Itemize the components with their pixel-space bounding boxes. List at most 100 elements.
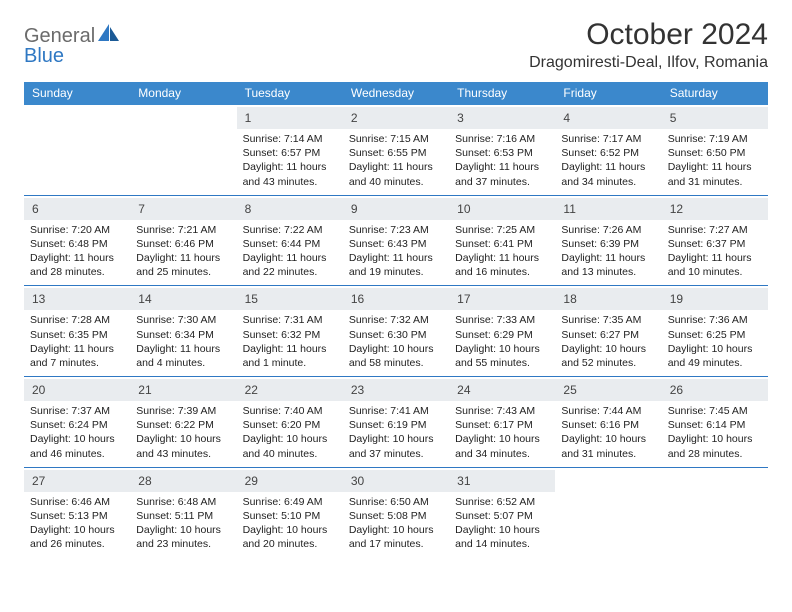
day-cell: 23 Sunrise: 7:41 AMSunset: 6:19 PMDayligh… <box>343 377 449 467</box>
day-number: 21 <box>138 383 151 397</box>
day-details: Sunrise: 7:43 AMSunset: 6:17 PMDaylight:… <box>455 404 549 461</box>
day-cell: 31Sunrise: 6:52 AMSunset: 5:07 PMDayligh… <box>449 468 555 558</box>
weekday-header-row: Sunday Monday Tuesday Wednesday Thursday… <box>24 82 768 105</box>
day-number-bar: 22 <box>237 379 343 401</box>
day-details: Sunrise: 7:30 AMSunset: 6:34 PMDaylight:… <box>136 313 230 370</box>
day-number: 17 <box>457 292 470 306</box>
day-details: Sunrise: 6:46 AMSunset: 5:13 PMDaylight:… <box>30 495 124 552</box>
day-number: 18 <box>563 292 576 306</box>
day-number: 25 <box>563 383 576 397</box>
day-number-bar: 16 <box>343 288 449 310</box>
day-details: Sunrise: 7:22 AMSunset: 6:44 PMDaylight:… <box>243 223 337 280</box>
day-cell: 11Sunrise: 7:26 AMSunset: 6:39 PMDayligh… <box>555 196 661 286</box>
calendar-grid: Sunday Monday Tuesday Wednesday Thursday… <box>24 82 768 557</box>
day-number-bar: 21 <box>130 379 236 401</box>
day-number: 10 <box>457 202 470 216</box>
week-row: 1 Sunrise: 7:14 AMSunset: 6:57 PMDaylight… <box>24 105 768 196</box>
day-number-bar: 17 <box>449 288 555 310</box>
week-row: 6Sunrise: 7:20 AMSunset: 6:48 PMDaylight… <box>24 196 768 287</box>
day-number-bar: 13 <box>24 288 130 310</box>
day-details: Sunrise: 7:35 AMSunset: 6:27 PMDaylight:… <box>561 313 655 370</box>
brand-text: General Blue <box>24 24 120 66</box>
day-details: Sunrise: 7:16 AMSunset: 6:53 PMDaylight:… <box>455 132 549 189</box>
title-block: October 2024 Dragomiresti-Deal, Ilfov, R… <box>529 18 768 72</box>
day-cell: 30Sunrise: 6:50 AMSunset: 5:08 PMDayligh… <box>343 468 449 558</box>
brand-line2: Blue <box>24 46 120 66</box>
day-number: 26 <box>670 383 683 397</box>
day-number: 22 <box>245 383 258 397</box>
day-cell: 29 Sunrise: 6:49 AMSunset: 5:10 PMDayligh… <box>237 468 343 558</box>
day-details: Sunrise: 7:32 AMSunset: 6:30 PMDaylight:… <box>349 313 443 370</box>
day-number: 20 <box>32 383 45 397</box>
day-details: Sunrise: 7:14 AMSunset: 6:57 PMDaylight:… <box>243 132 337 189</box>
weekday-header: Thursday <box>449 82 555 105</box>
day-number-bar: 12 <box>662 198 768 220</box>
day-details: Sunrise: 7:33 AMSunset: 6:29 PMDaylight:… <box>455 313 549 370</box>
day-cell: 28Sunrise: 6:48 AMSunset: 5:11 PMDayligh… <box>130 468 236 558</box>
day-cell: 20 Sunrise: 7:37 AMSunset: 6:24 PMDayligh… <box>24 377 130 467</box>
page-header: General Blue October 2024 Dragomiresti-D… <box>24 18 768 72</box>
day-details: Sunrise: 7:27 AMSunset: 6:37 PMDaylight:… <box>668 223 762 280</box>
day-details: Sunrise: 6:49 AMSunset: 5:10 PMDaylight:… <box>243 495 337 552</box>
day-cell: 26 Sunrise: 7:45 AMSunset: 6:14 PMDayligh… <box>662 377 768 467</box>
day-number: 16 <box>351 292 364 306</box>
day-number: 29 <box>245 474 258 488</box>
day-cell: 5 Sunrise: 7:19 AMSunset: 6:50 PMDaylight… <box>662 105 768 195</box>
day-details: Sunrise: 7:45 AMSunset: 6:14 PMDaylight:… <box>668 404 762 461</box>
day-cell <box>662 468 768 558</box>
day-number: 6 <box>32 202 39 216</box>
day-cell: 27 Sunrise: 6:46 AMSunset: 5:13 PMDayligh… <box>24 468 130 558</box>
day-number-bar: 3 <box>449 107 555 129</box>
day-details: Sunrise: 7:41 AMSunset: 6:19 PMDaylight:… <box>349 404 443 461</box>
day-number-bar: 7 <box>130 198 236 220</box>
day-cell: 18 Sunrise: 7:35 AMSunset: 6:27 PMDayligh… <box>555 286 661 376</box>
day-cell: 3 Sunrise: 7:16 AMSunset: 6:53 PMDaylight… <box>449 105 555 195</box>
day-number-bar: 31 <box>449 470 555 492</box>
day-cell: 24Sunrise: 7:43 AMSunset: 6:17 PMDayligh… <box>449 377 555 467</box>
day-number: 23 <box>351 383 364 397</box>
day-details: Sunrise: 7:37 AMSunset: 6:24 PMDaylight:… <box>30 404 124 461</box>
day-details: Sunrise: 7:40 AMSunset: 6:20 PMDaylight:… <box>243 404 337 461</box>
day-number: 31 <box>457 474 470 488</box>
day-cell: 9Sunrise: 7:23 AMSunset: 6:43 PMDaylight… <box>343 196 449 286</box>
day-number: 30 <box>351 474 364 488</box>
calendar-page: General Blue October 2024 Dragomiresti-D… <box>0 0 792 567</box>
day-number: 12 <box>670 202 683 216</box>
day-number-bar: 8 <box>237 198 343 220</box>
day-number: 15 <box>245 292 258 306</box>
day-number-bar: 10 <box>449 198 555 220</box>
day-number-bar: 9 <box>343 198 449 220</box>
day-number: 5 <box>670 111 677 125</box>
brand-logo: General Blue <box>24 18 120 66</box>
day-number: 9 <box>351 202 358 216</box>
day-number-bar: 18 <box>555 288 661 310</box>
day-cell: 12 Sunrise: 7:27 AMSunset: 6:37 PMDayligh… <box>662 196 768 286</box>
day-details: Sunrise: 7:44 AMSunset: 6:16 PMDaylight:… <box>561 404 655 461</box>
day-number: 27 <box>32 474 45 488</box>
day-number-bar: 30 <box>343 470 449 492</box>
day-details: Sunrise: 7:36 AMSunset: 6:25 PMDaylight:… <box>668 313 762 370</box>
week-row: 27 Sunrise: 6:46 AMSunset: 5:13 PMDayligh… <box>24 468 768 558</box>
day-details: Sunrise: 7:19 AMSunset: 6:50 PMDaylight:… <box>668 132 762 189</box>
day-number-bar: 15 <box>237 288 343 310</box>
day-number: 19 <box>670 292 683 306</box>
day-number: 4 <box>563 111 570 125</box>
day-number: 2 <box>351 111 358 125</box>
day-cell: 7Sunrise: 7:21 AMSunset: 6:46 PMDaylight… <box>130 196 236 286</box>
day-cell: 25 Sunrise: 7:44 AMSunset: 6:16 PMDayligh… <box>555 377 661 467</box>
day-number-bar: 2 <box>343 107 449 129</box>
weekday-header: Wednesday <box>343 82 449 105</box>
weekday-header: Monday <box>130 82 236 105</box>
day-number-bar: 4 <box>555 107 661 129</box>
location-text: Dragomiresti-Deal, Ilfov, Romania <box>529 54 768 72</box>
day-cell: 14Sunrise: 7:30 AMSunset: 6:34 PMDayligh… <box>130 286 236 376</box>
day-number: 3 <box>457 111 464 125</box>
day-number: 28 <box>138 474 151 488</box>
day-number-bar: 29 <box>237 470 343 492</box>
day-number-bar: 11 <box>555 198 661 220</box>
day-cell: 6Sunrise: 7:20 AMSunset: 6:48 PMDaylight… <box>24 196 130 286</box>
day-details: Sunrise: 7:28 AMSunset: 6:35 PMDaylight:… <box>30 313 124 370</box>
weekday-header: Sunday <box>24 82 130 105</box>
day-number-bar: 5 <box>662 107 768 129</box>
day-number: 1 <box>245 111 252 125</box>
